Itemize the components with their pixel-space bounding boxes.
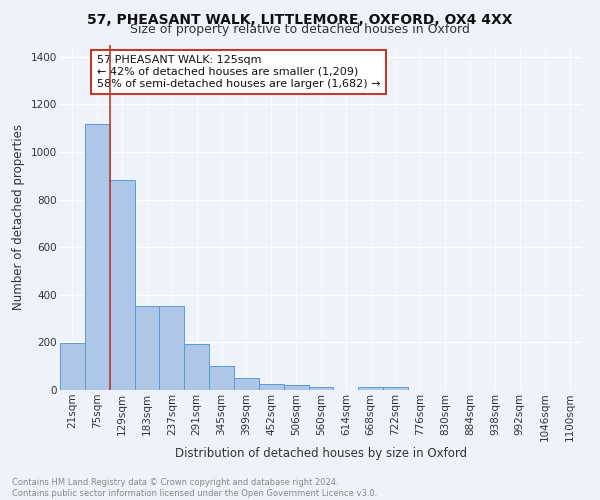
Bar bbox=[308, 387, 334, 390]
Text: Size of property relative to detached houses in Oxford: Size of property relative to detached ho… bbox=[130, 22, 470, 36]
Bar bbox=[184, 344, 209, 390]
Y-axis label: Number of detached properties: Number of detached properties bbox=[13, 124, 25, 310]
Bar bbox=[383, 387, 408, 390]
Text: Contains HM Land Registry data © Crown copyright and database right 2024.
Contai: Contains HM Land Registry data © Crown c… bbox=[12, 478, 377, 498]
X-axis label: Distribution of detached houses by size in Oxford: Distribution of detached houses by size … bbox=[175, 447, 467, 460]
Bar bbox=[358, 387, 383, 390]
Bar bbox=[110, 180, 134, 390]
Bar bbox=[234, 378, 259, 390]
Bar bbox=[284, 385, 308, 390]
Text: 57, PHEASANT WALK, LITTLEMORE, OXFORD, OX4 4XX: 57, PHEASANT WALK, LITTLEMORE, OXFORD, O… bbox=[87, 12, 513, 26]
Bar bbox=[60, 343, 85, 390]
Bar bbox=[259, 384, 284, 390]
Text: 57 PHEASANT WALK: 125sqm
← 42% of detached houses are smaller (1,209)
58% of sem: 57 PHEASANT WALK: 125sqm ← 42% of detach… bbox=[97, 56, 380, 88]
Bar bbox=[85, 124, 110, 390]
Bar bbox=[209, 366, 234, 390]
Bar bbox=[134, 306, 160, 390]
Bar bbox=[160, 306, 184, 390]
